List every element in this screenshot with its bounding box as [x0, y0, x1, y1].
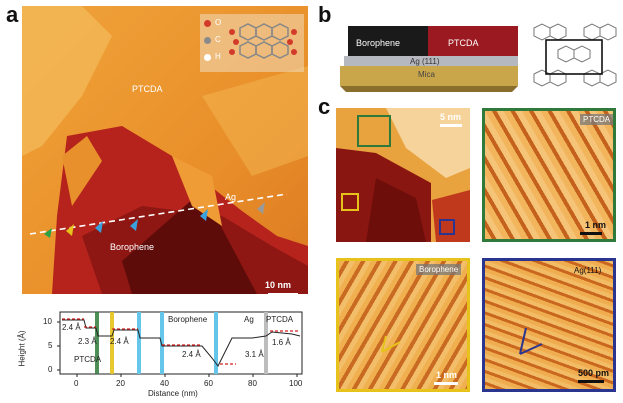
profile-y-tick-0: 0 — [48, 365, 53, 374]
panel-a-borophene-label: Borophene — [110, 242, 155, 252]
step-label-2: 2.3 Å — [78, 337, 97, 346]
panel-c-ag-label: Ag(111) — [574, 266, 602, 275]
step-label-3: 2.4 Å — [110, 337, 129, 346]
legend-c-label: C — [215, 35, 221, 44]
profile-x-tick-100: 100 — [289, 379, 303, 388]
panel-c-borophene-label: Borophene — [416, 264, 462, 275]
panel-c-borophene-scale-label: 1 nm — [436, 370, 458, 380]
molecule-legend-inset: O C H — [200, 14, 304, 72]
panel-a-scale-label: 10 nm — [265, 280, 292, 290]
legend-o-label: O — [215, 18, 222, 27]
panel-c-overview-scale-label: 5 nm — [440, 112, 462, 122]
profile-x-tick-80: 80 — [248, 379, 257, 388]
panel-b-ag-label: Ag (111) — [410, 57, 440, 66]
profile-label-ptcda-left: PTCDA — [74, 355, 102, 364]
profile-x-axis-label: Distance (nm) — [148, 389, 198, 398]
profile-x-tick-0: 0 — [74, 379, 79, 388]
panel-c-ag-scale-bar — [578, 380, 604, 383]
profile-label-ptcda-right: PTCDA — [266, 315, 294, 324]
panel-b-ptcda-label: PTCDA — [448, 38, 479, 48]
panel-b-mica-label: Mica — [418, 70, 435, 79]
profile-x-tick-60: 60 — [204, 379, 213, 388]
carbon-dot-icon — [204, 37, 211, 44]
step-label-4: 2.4 Å — [182, 350, 201, 359]
panel-b-ptcda-lattice-icon — [533, 23, 617, 87]
panel-c-ptcda-scale-bar — [580, 232, 602, 235]
profile-x-tick-40: 40 — [160, 379, 169, 388]
profile-label-borophene: Borophene — [168, 315, 208, 324]
borophene-lattice-vectors-icon — [381, 335, 401, 353]
panel-a-scale-bar — [268, 293, 298, 296]
panel-b-layer-schematic — [340, 26, 518, 92]
panel-c-overview-scale-bar — [440, 124, 462, 127]
panel-a-ag-label: Ag — [225, 192, 237, 202]
panel-c-ptcda-label: PTCDA — [580, 114, 614, 125]
panel-c-borophene-scale-bar — [434, 382, 458, 385]
profile-y-axis-label: Height (Å) — [17, 330, 27, 367]
panel-a-ptcda-label: PTCDA — [132, 84, 163, 94]
step-label-1: 2.4 Å — [62, 323, 81, 332]
profile-x-tick-20: 20 — [116, 379, 125, 388]
oxygen-dot-icon — [204, 20, 211, 27]
ptcda-molecule-icon — [229, 23, 297, 59]
step-label-5: 3.1 Å — [245, 350, 264, 359]
panel-b-borophene-label: Borophene — [356, 38, 401, 48]
panel-a-letter: a — [6, 2, 19, 27]
hydrogen-dot-icon — [204, 54, 211, 61]
step-label-6: 1.6 Å — [272, 338, 291, 347]
profile-y-tick-5: 5 — [48, 341, 53, 350]
panel-c-ptcda-scale-label: 1 nm — [585, 220, 607, 230]
legend-h-label: H — [215, 52, 221, 61]
height-profile-chart — [57, 311, 303, 377]
panel-b-letter: b — [318, 2, 332, 27]
panel-c-letter: c — [318, 94, 331, 119]
panel-c-ag-scale-label: 500 pm — [578, 368, 610, 378]
panel-c-overview-image — [336, 108, 470, 242]
panel-c-borophene-zoom — [336, 258, 470, 392]
panel-c-ag-zoom — [482, 258, 616, 392]
profile-y-tick-10: 10 — [43, 317, 52, 326]
profile-label-ag: Ag — [244, 315, 254, 324]
ag-lattice-vectors-icon — [519, 327, 543, 355]
panel-c-ptcda-zoom — [482, 108, 616, 242]
